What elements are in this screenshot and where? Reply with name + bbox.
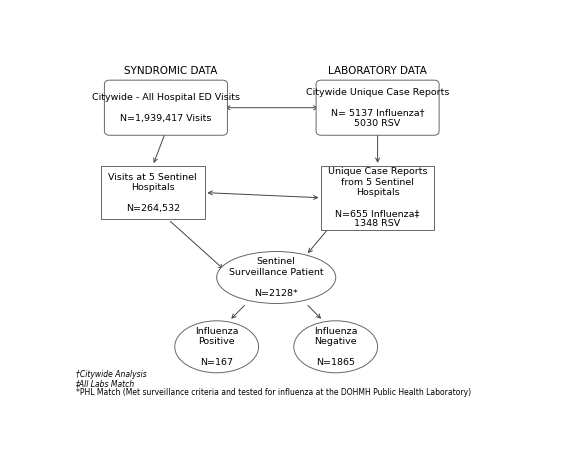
Ellipse shape xyxy=(294,321,378,373)
Bar xyxy=(321,166,434,230)
Text: ‡All Labs Match: ‡All Labs Match xyxy=(76,379,135,388)
Text: SYNDROMIC DATA: SYNDROMIC DATA xyxy=(123,66,217,76)
Text: Influenza
Negative

N=1865: Influenza Negative N=1865 xyxy=(314,327,357,367)
Text: LABORATORY DATA: LABORATORY DATA xyxy=(328,66,427,76)
Ellipse shape xyxy=(217,252,336,303)
Text: Visits at 5 Sentinel
Hospitals

N=264,532: Visits at 5 Sentinel Hospitals N=264,532 xyxy=(108,172,197,213)
Text: Influenza
Positive

N=167: Influenza Positive N=167 xyxy=(195,327,238,367)
Text: Citywide Unique Case Reports

N= 5137 Influenza†
5030 RSV: Citywide Unique Case Reports N= 5137 Inf… xyxy=(306,88,450,128)
Text: Sentinel
Surveillance Patient

N=2128*: Sentinel Surveillance Patient N=2128* xyxy=(229,257,324,297)
Text: *PHL Match (Met surveillance criteria and tested for influenza at the DOHMH Publ: *PHL Match (Met surveillance criteria an… xyxy=(76,388,471,397)
Ellipse shape xyxy=(175,321,258,373)
Text: Citywide - All Hospital ED Visits

N=1,939,417 Visits: Citywide - All Hospital ED Visits N=1,93… xyxy=(92,93,240,122)
Text: Unique Case Reports
from 5 Sentinel
Hospitals

N=655 Influenza‡
1348 RSV: Unique Case Reports from 5 Sentinel Hosp… xyxy=(328,167,427,228)
Bar xyxy=(101,166,204,220)
Text: †Citywide Analysis: †Citywide Analysis xyxy=(76,370,146,379)
FancyBboxPatch shape xyxy=(105,80,228,135)
FancyBboxPatch shape xyxy=(316,80,439,135)
